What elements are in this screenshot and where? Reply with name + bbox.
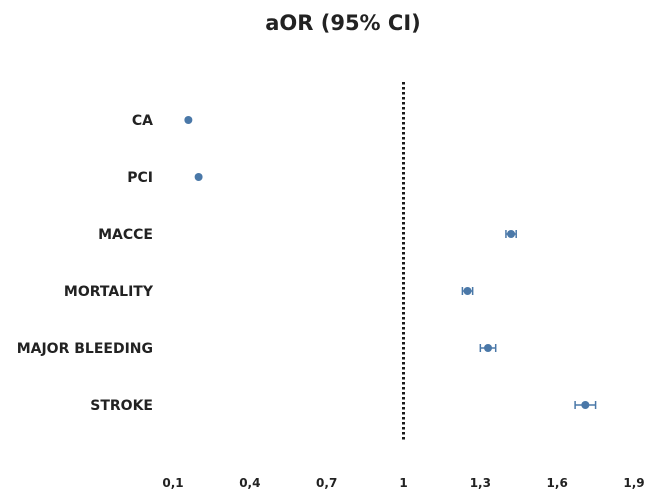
data-point	[194, 173, 203, 181]
category-rows: CA PCI MACCE MORTALITY MAJOR BLEEDING STROKE	[17, 113, 597, 414]
x-tick-label: 1,9	[623, 476, 644, 490]
data-point	[463, 287, 472, 295]
category-label: MACCE	[98, 227, 153, 243]
data-point	[484, 344, 493, 352]
x-tick-label: 0,1	[162, 476, 183, 490]
data-point	[184, 116, 193, 124]
category-label: CA	[132, 113, 153, 129]
data-point	[581, 401, 590, 409]
category-label: MAJOR BLEEDING	[17, 341, 153, 357]
category-label: MORTALITY	[64, 284, 154, 300]
x-tick-label: 0,7	[316, 476, 337, 490]
x-tick-label: 1,3	[470, 476, 491, 490]
data-point	[507, 230, 516, 238]
category-label: PCI	[127, 170, 153, 186]
x-tick-label: 1	[399, 476, 407, 490]
category-label: STROKE	[90, 398, 153, 414]
x-tick-label: 0,4	[239, 476, 260, 490]
x-axis-ticks: 0,1 0,4 0,7 1 1,3 1,6 1,9	[162, 476, 644, 490]
x-tick-label: 1,6	[547, 476, 568, 490]
chart-title: aOR (95% CI)	[265, 11, 421, 35]
